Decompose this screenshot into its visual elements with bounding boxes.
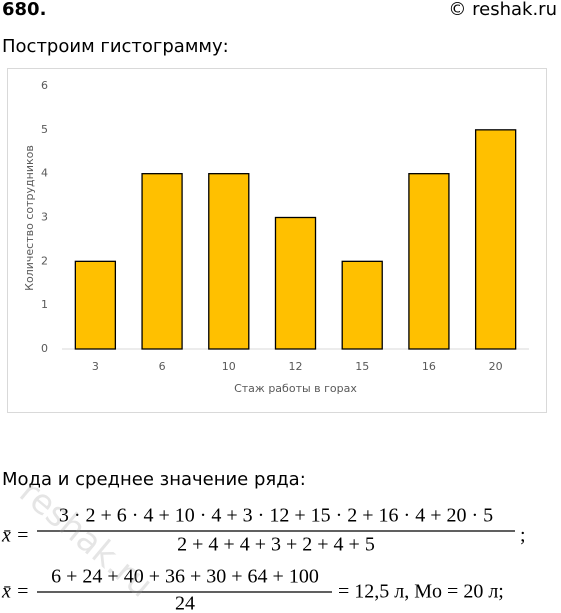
x-tick-label: 12 <box>289 360 303 373</box>
bar <box>274 216 317 350</box>
y-tick-label: 2 <box>41 254 48 267</box>
y-tick-label: 3 <box>41 211 48 224</box>
section-text: Мода и среднее значение ряда: <box>2 469 306 490</box>
y-tick-label: 6 <box>41 79 48 92</box>
y-tick-label: 4 <box>41 167 48 180</box>
formula-lhs: x̄ = <box>1 525 29 547</box>
x-tick-label: 16 <box>422 360 436 373</box>
formula-lhs: x̄ = <box>1 581 29 603</box>
chart-frame <box>7 68 547 413</box>
formula-tail: ; <box>520 525 526 547</box>
numerator: 6 + 24 + 40 + 36 + 30 + 64 + 100 <box>51 566 319 588</box>
y-axis-label: Количество сотрудников <box>23 145 36 291</box>
y-tick-label: 0 <box>41 342 48 355</box>
x-tick-label: 10 <box>222 360 236 373</box>
problem-number: 680. <box>2 0 46 20</box>
bar <box>208 173 250 350</box>
formula-tail: = 12,5 л, Mo = 20 л; <box>338 581 504 603</box>
x-tick-label: 6 <box>159 360 166 373</box>
denominator: 2 + 4 + 4 + 3 + 2 + 4 + 5 <box>177 534 375 556</box>
bar <box>341 260 383 350</box>
numerator: 3 · 2 + 6 · 4 + 10 · 4 + 3 · 12 + 15 · 2… <box>59 505 493 527</box>
y-tick-label: 1 <box>41 298 48 311</box>
bar <box>408 173 450 350</box>
x-tick-label: 20 <box>489 360 503 373</box>
intro-text: Построим гистограмму: <box>2 36 229 57</box>
x-tick-label: 15 <box>355 360 369 373</box>
x-tick-label: 3 <box>92 360 99 373</box>
bar <box>474 129 517 350</box>
bar <box>141 173 183 350</box>
denominator: 24 <box>175 593 195 613</box>
bar <box>74 260 117 350</box>
source: © reshak.ru <box>448 0 557 20</box>
y-tick-label: 5 <box>41 123 48 136</box>
x-axis-label: Стаж работы в горах <box>234 382 357 395</box>
